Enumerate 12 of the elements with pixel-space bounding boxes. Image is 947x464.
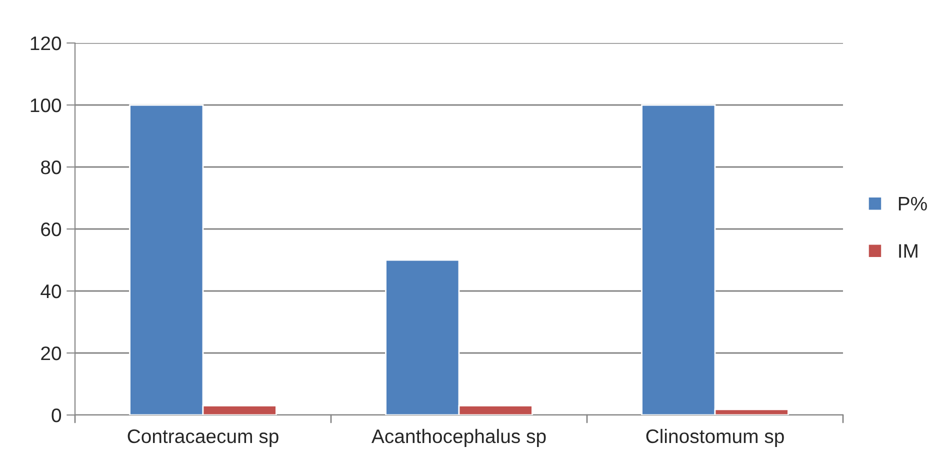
y-tick-label: 20 [41,346,62,360]
legend-label: P% [898,196,927,210]
x-tick-label: Clinostomum sp [646,428,784,448]
x-tick-label: Contracaecum sp [128,429,278,448]
legend-label: IM [899,244,918,258]
y-tick-label: 60 [41,222,62,236]
y-tick-label: 40 [40,284,62,298]
y-tick-label: 120 [30,36,62,50]
y-tick-label: 80 [41,160,62,174]
y-tick-label: 100 [30,98,62,112]
x-tick-label: Acanthocephalus sp [371,428,546,448]
y-tick-label: 0 [52,408,62,422]
